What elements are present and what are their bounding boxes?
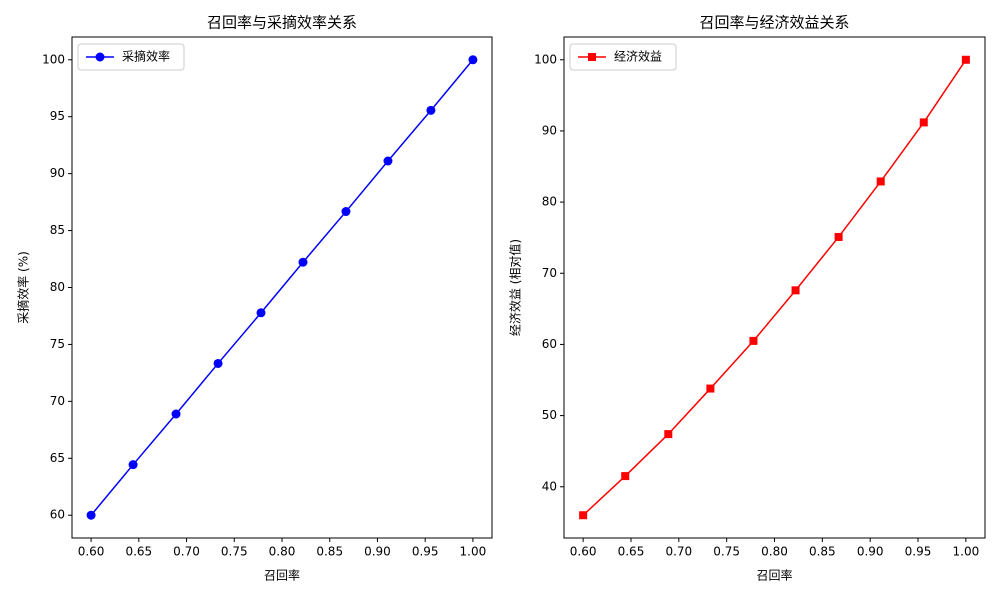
y-tick-label: 60 — [542, 337, 557, 351]
legend-label: 经济效益 — [614, 49, 662, 64]
series-line — [90, 59, 474, 516]
y-tick-label: 100 — [534, 52, 557, 66]
marker — [749, 336, 758, 345]
y-tick-label: 85 — [50, 223, 65, 237]
x-tick-label: 0.80 — [269, 545, 296, 559]
series-line — [582, 59, 967, 516]
x-tick-label: 0.85 — [316, 545, 343, 559]
y-tick-label: 60 — [50, 508, 65, 522]
marker — [706, 384, 715, 393]
legend-marker — [95, 52, 105, 62]
chart-title: 召回率与经济效益关系 — [699, 14, 849, 32]
x-tick-label: 0.95 — [905, 545, 932, 559]
x-tick-label: 0.90 — [857, 545, 884, 559]
x-tick-label: 0.60 — [78, 545, 105, 559]
y-tick-label: 75 — [50, 337, 65, 351]
y-tick-label: 70 — [542, 266, 557, 280]
marker — [298, 257, 308, 267]
y-axis-label: 经济效益 (相对值) — [508, 239, 523, 336]
x-tick-label: 0.85 — [809, 545, 836, 559]
y-tick-label: 70 — [50, 394, 65, 408]
y-tick-label: 100 — [42, 52, 65, 66]
x-tick-label: 0.70 — [173, 545, 200, 559]
axes-frame — [71, 36, 493, 539]
x-tick-label: 0.80 — [761, 545, 788, 559]
marker — [834, 232, 843, 241]
marker — [579, 511, 588, 520]
marker — [621, 472, 630, 481]
marker — [919, 118, 928, 127]
x-tick-label: 0.65 — [125, 545, 152, 559]
x-tick-label: 0.60 — [570, 545, 597, 559]
y-tick-label: 40 — [542, 479, 557, 493]
y-tick-label: 95 — [50, 109, 65, 123]
x-tick-label: 1.00 — [460, 545, 487, 559]
legend-label: 采摘效率 — [122, 49, 170, 64]
y-tick-label: 90 — [50, 166, 65, 180]
x-tick-label: 0.70 — [665, 545, 692, 559]
y-tick-label: 80 — [50, 280, 65, 294]
y-tick-label: 90 — [542, 123, 557, 137]
marker — [86, 510, 96, 520]
x-tick-label: 0.90 — [364, 545, 391, 559]
y-axis-label: 采摘效率 (%) — [16, 251, 31, 324]
marker — [341, 207, 351, 217]
marker — [171, 409, 181, 419]
axes-frame — [563, 36, 986, 539]
y-tick-label: 65 — [50, 451, 65, 465]
x-tick-label: 0.75 — [713, 545, 740, 559]
marker — [213, 358, 223, 368]
chart-title: 召回率与采摘效率关系 — [207, 14, 357, 32]
x-tick-label: 0.75 — [221, 545, 248, 559]
y-tick-label: 50 — [542, 408, 557, 422]
marker — [383, 156, 393, 166]
marker — [961, 55, 970, 64]
marker — [664, 430, 673, 439]
marker — [256, 308, 266, 318]
legend-marker — [588, 53, 596, 61]
y-tick-label: 80 — [542, 195, 557, 209]
x-tick-label: 0.65 — [618, 545, 645, 559]
legend-box — [569, 43, 677, 71]
marker — [791, 286, 800, 295]
legend-box — [77, 43, 185, 71]
marker — [468, 55, 478, 65]
x-axis-label: 召回率 — [756, 568, 792, 583]
marker — [128, 460, 138, 470]
x-axis-label: 召回率 — [264, 568, 300, 583]
x-tick-label: 1.00 — [953, 545, 980, 559]
x-tick-label: 0.95 — [412, 545, 439, 559]
marker — [426, 105, 436, 115]
marker — [876, 177, 885, 186]
